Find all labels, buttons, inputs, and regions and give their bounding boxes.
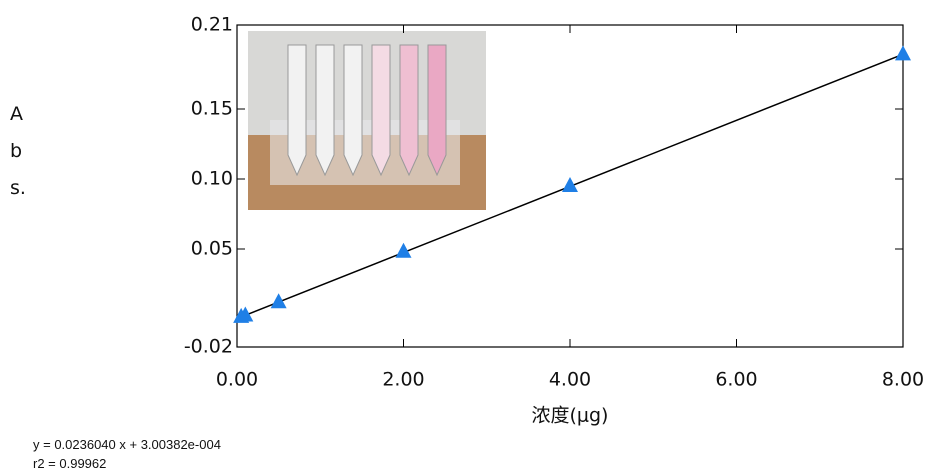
y-tick-label: 0.15 xyxy=(191,98,233,120)
x-axis-label: 浓度(μg) xyxy=(532,405,609,427)
chart: 浓度(μg) -0.02 0.05 0.10 0.15 0.21 0.00 2.00 4.00… xyxy=(0,0,925,430)
equation: y = 0.0236040 x + 3.00382e-004 xyxy=(33,437,221,452)
x-tick-label: 0.00 xyxy=(216,369,258,391)
page: Abs. y = 0.0236040 x + 3.00382e-004 r2 =… xyxy=(0,0,925,475)
x-tick-label: 6.00 xyxy=(715,369,757,391)
x-tick-label: 4.00 xyxy=(549,369,591,391)
photo-inset xyxy=(248,31,486,210)
y-tick-label: 0.05 xyxy=(191,238,233,260)
x-tick-label: 2.00 xyxy=(382,369,424,391)
data-point xyxy=(271,293,287,308)
y-tick-label: 0.10 xyxy=(191,168,233,190)
data-point xyxy=(895,45,911,60)
y-tick-label: 0.21 xyxy=(191,14,233,36)
y-tick-label: -0.02 xyxy=(184,336,233,358)
x-tick-label: 8.00 xyxy=(882,369,924,391)
r-squared: r2 = 0.99962 xyxy=(33,456,106,471)
